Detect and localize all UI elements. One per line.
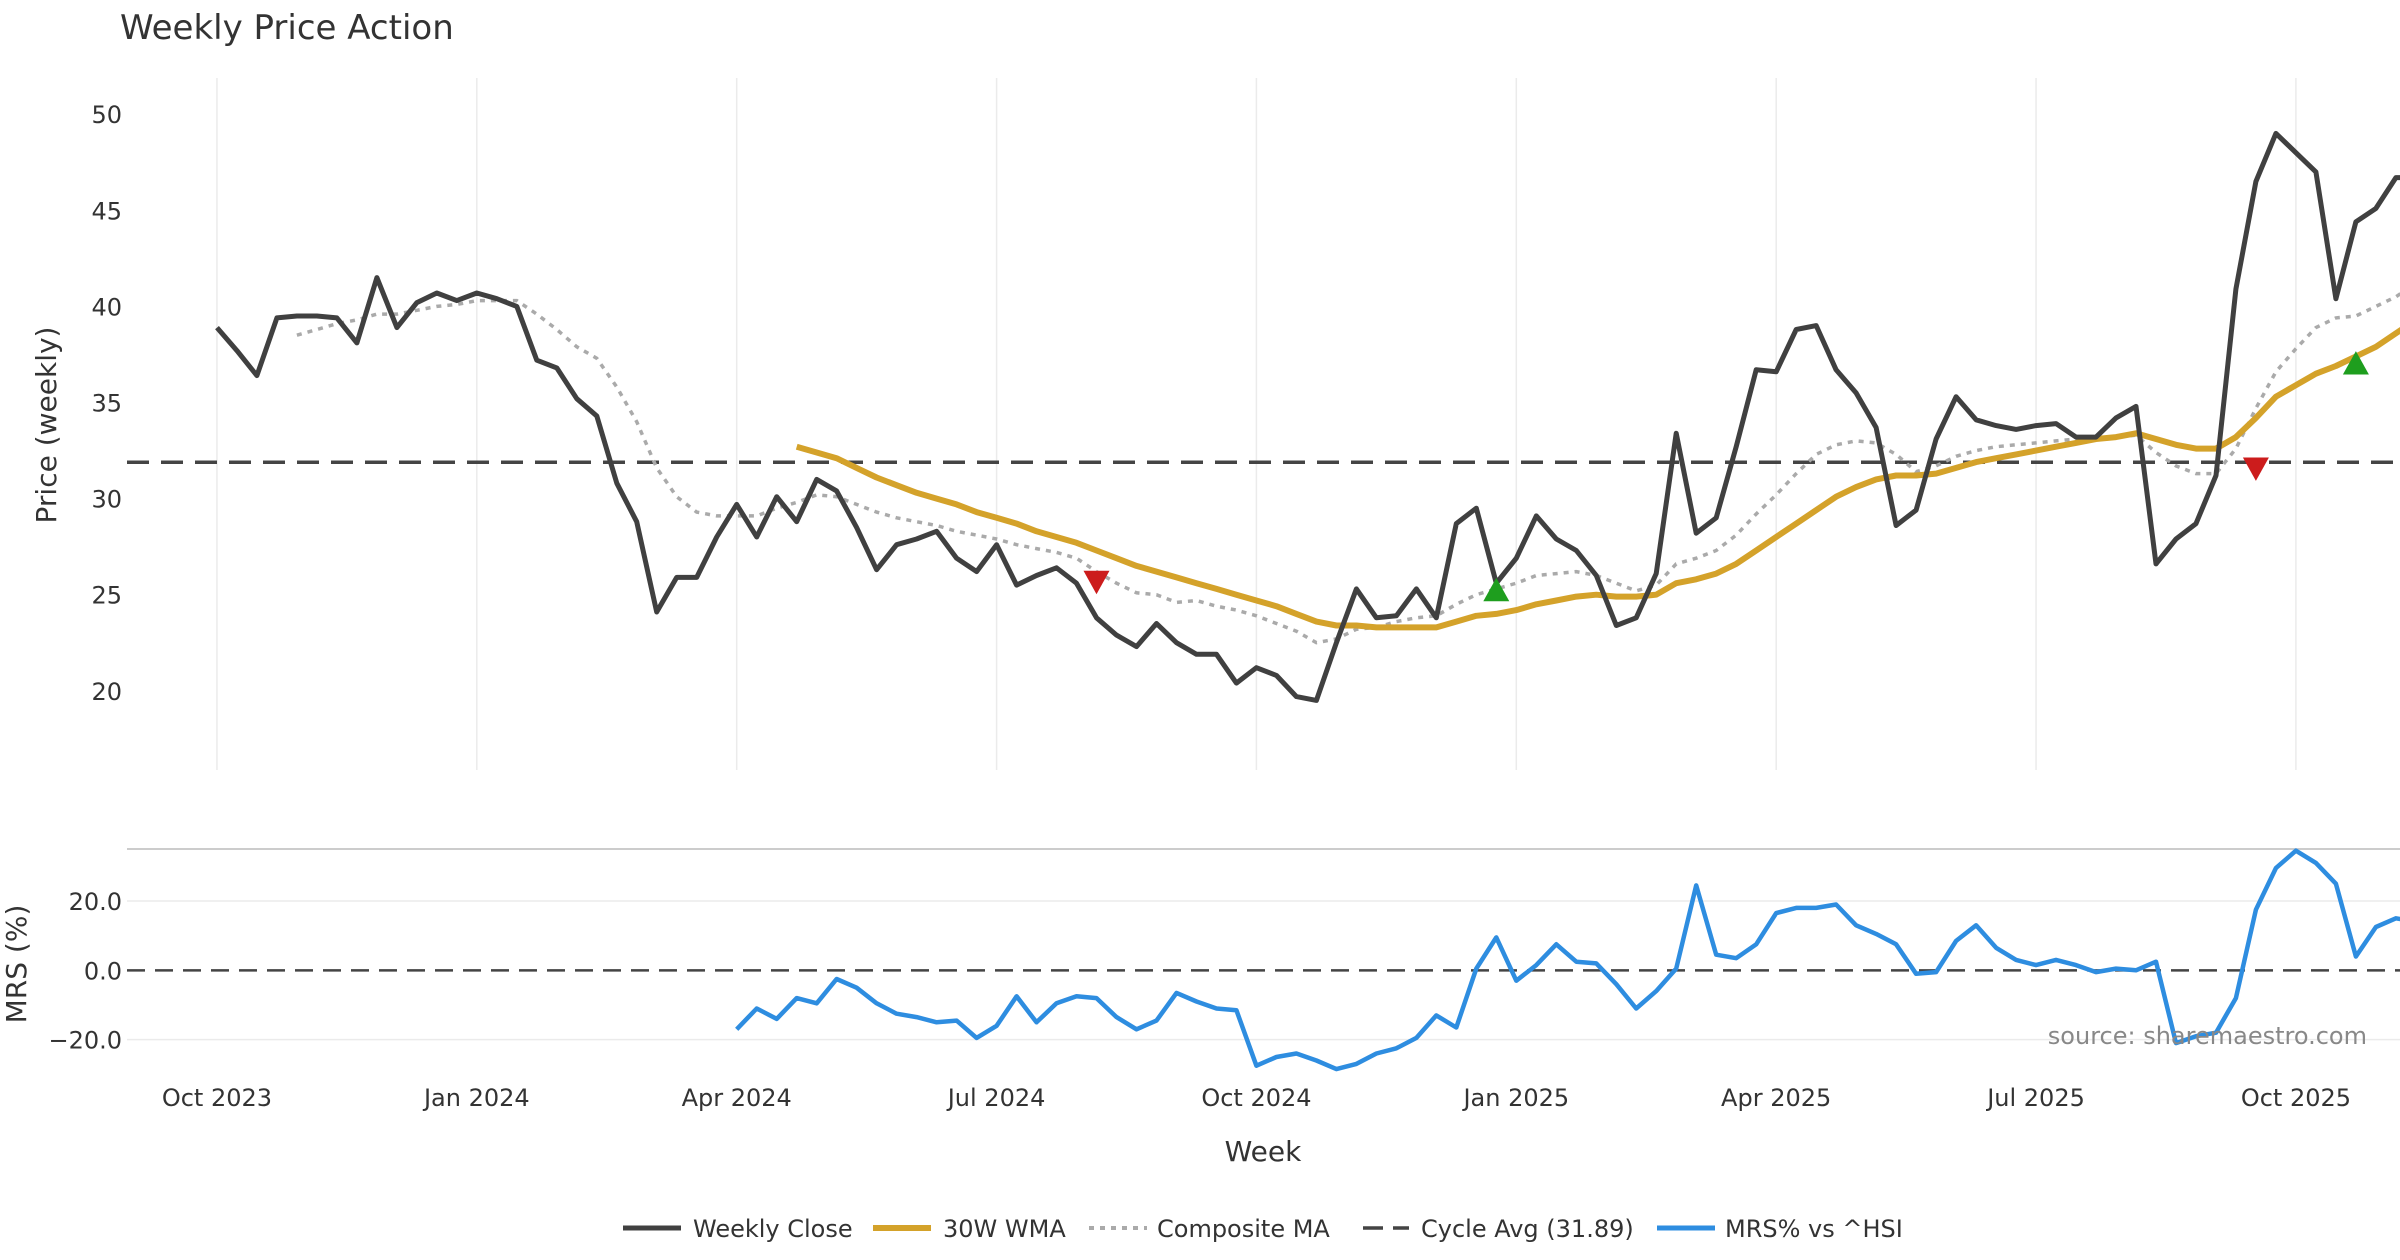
price-y-tick: 30 (91, 486, 122, 514)
price-y-ticks: 20 25 30 35 40 45 50 (91, 101, 122, 706)
sell-signal-marker (1083, 570, 1110, 595)
mrs-gridlines (127, 900, 2400, 1041)
source-credit: source: sharemaestro.com (2048, 1022, 2367, 1050)
x-tick: Jul 2024 (946, 1084, 1046, 1112)
mrs-y-tick: 20.0 (69, 888, 122, 916)
mrs-y-tick: −20.0 (48, 1027, 122, 1055)
x-tick: Jan 2024 (422, 1084, 530, 1112)
x-tick: Oct 2025 (2241, 1084, 2351, 1112)
x-tick: Apr 2025 (1721, 1084, 1831, 1112)
weekly-close-line (215, 130, 2400, 703)
legend-label-close: Weekly Close (693, 1215, 853, 1243)
x-tick: Apr 2024 (682, 1084, 792, 1112)
price-y-tick: 35 (91, 390, 122, 418)
x-tick: Oct 2024 (1201, 1084, 1311, 1112)
buy-signal-marker (1483, 577, 1510, 602)
price-y-tick: 20 (91, 678, 122, 706)
x-tick: Oct 2023 (162, 1084, 272, 1112)
price-y-tick: 25 (91, 582, 122, 610)
price-y-tick: 40 (91, 293, 122, 321)
chart-title: Weekly Price Action (120, 8, 454, 48)
mrs-y-axis-title: MRS (%) (0, 905, 33, 1024)
buy-signal-marker (2342, 351, 2369, 375)
legend-label-cycle: Cycle Avg (31.89) (1421, 1215, 1634, 1243)
price-y-tick: 50 (91, 101, 122, 129)
legend: Weekly Close 30W WMA Composite MA Cycle … (623, 1215, 1903, 1243)
legend-label-mrs: MRS% vs ^HSI (1725, 1215, 1903, 1243)
mrs-line (735, 848, 2400, 1072)
composite-ma-line (296, 291, 2400, 645)
legend-label-composite: Composite MA (1157, 1215, 1330, 1243)
x-axis-title: Week (1225, 1135, 1302, 1168)
price-gridlines (216, 78, 2297, 770)
legend-label-wma: 30W WMA (943, 1215, 1066, 1243)
price-y-tick: 45 (91, 197, 122, 225)
x-tick: Jul 2025 (1985, 1084, 2085, 1112)
mrs-y-tick: 0.0 (84, 957, 122, 985)
x-tick: Jan 2025 (1461, 1084, 1569, 1112)
wma-30-line (795, 326, 2400, 631)
price-y-axis-title: Price (weekly) (30, 327, 63, 524)
sell-signal-marker (2242, 457, 2269, 481)
mrs-y-ticks: −20.0 0.0 20.0 (48, 888, 122, 1055)
x-ticks: Oct 2023 Jan 2024 Apr 2024 Jul 2024 Oct … (162, 1084, 2351, 1112)
